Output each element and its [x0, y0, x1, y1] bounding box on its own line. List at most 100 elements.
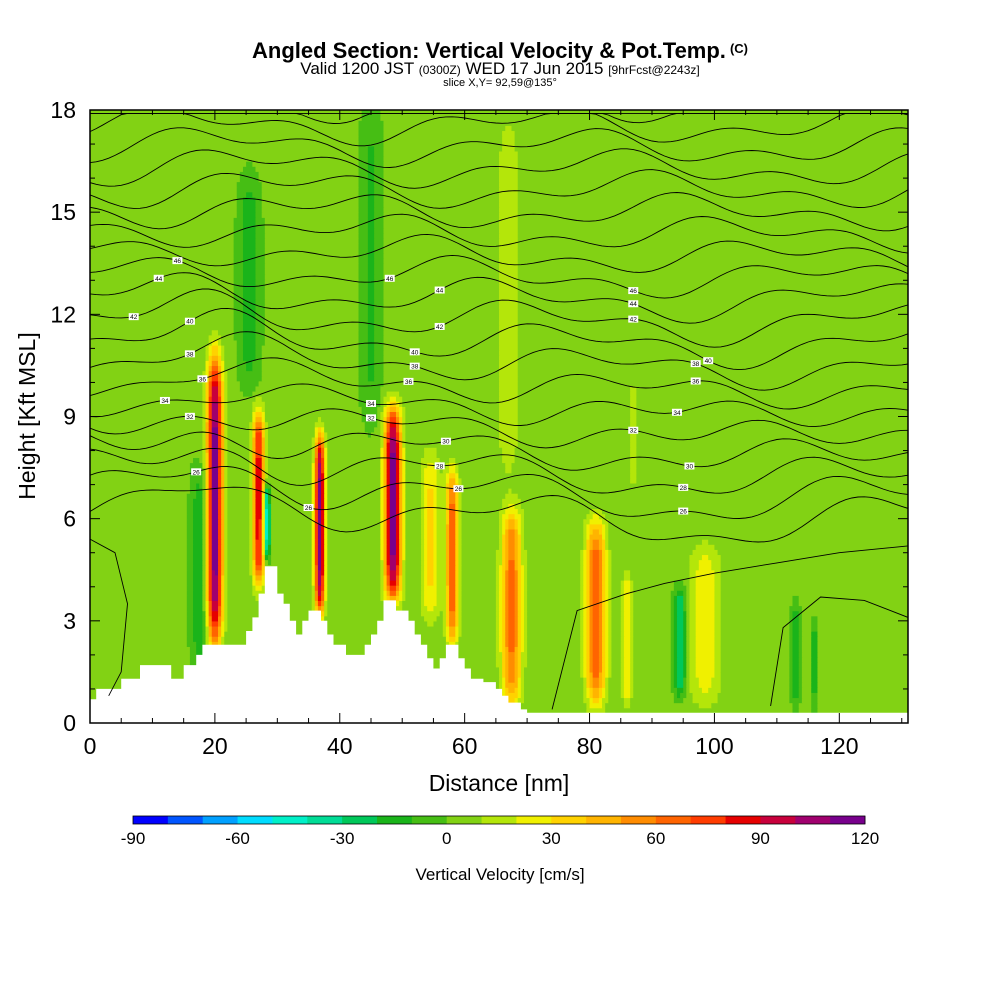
- velocity-cell: [90, 406, 203, 412]
- velocity-cell: [592, 651, 600, 658]
- contour-label: 46: [174, 258, 182, 265]
- velocity-cell: [817, 682, 908, 688]
- velocity-cell: [224, 493, 228, 499]
- velocity-cell: [514, 636, 519, 642]
- velocity-cell: [314, 554, 319, 561]
- velocity-cell: [586, 615, 591, 622]
- velocity-cell: [211, 579, 219, 586]
- velocity-cell: [205, 467, 210, 474]
- velocity-cell: [505, 590, 509, 596]
- velocity-cell: [271, 549, 313, 556]
- velocity-cell: [211, 431, 219, 438]
- velocity-cell: [499, 426, 519, 433]
- velocity-cell: [395, 518, 400, 525]
- velocity-cell: [499, 442, 519, 448]
- velocity-cell: [252, 401, 266, 407]
- velocity-cell: [499, 564, 503, 571]
- velocity-cell: [623, 585, 631, 591]
- velocity-cell: [386, 595, 391, 601]
- velocity-cell: [389, 503, 397, 510]
- velocity-cell: [517, 191, 908, 198]
- velocity-cell: [374, 365, 385, 372]
- velocity-cell: [789, 671, 794, 678]
- velocity-cell: [517, 207, 908, 213]
- velocity-cell: [314, 426, 319, 433]
- velocity-cell: [527, 636, 581, 642]
- velocity-cell: [499, 625, 503, 632]
- velocity-cell: [186, 549, 194, 556]
- velocity-cell: [461, 600, 497, 607]
- velocity-cell: [224, 523, 228, 530]
- velocity-cell: [218, 406, 222, 412]
- velocity-cell: [589, 625, 594, 632]
- velocity-cell: [242, 253, 257, 259]
- velocity-cell: [261, 416, 266, 423]
- velocity-cell: [405, 416, 500, 423]
- velocity-cell: [208, 610, 213, 617]
- velocity-cell: [90, 161, 247, 167]
- velocity-cell: [701, 554, 709, 561]
- velocity-cell: [586, 636, 591, 642]
- velocity-cell: [580, 564, 584, 571]
- velocity-cell: [193, 574, 203, 581]
- velocity-cell: [405, 569, 422, 576]
- velocity-cell: [523, 585, 528, 591]
- velocity-cell: [502, 615, 506, 622]
- velocity-cell: [420, 564, 425, 571]
- velocity-cell: [605, 620, 609, 627]
- velocity-cell: [670, 661, 675, 668]
- x-tick-label: 80: [577, 733, 603, 759]
- velocity-cell: [264, 334, 360, 341]
- velocity-cell: [227, 579, 253, 586]
- velocity-cell: [580, 651, 584, 658]
- velocity-cell: [523, 625, 528, 632]
- velocity-cell: [586, 610, 591, 617]
- velocity-cell: [202, 370, 207, 377]
- velocity-cell: [224, 574, 228, 581]
- velocity-cell: [499, 171, 519, 178]
- velocity-cell: [458, 498, 463, 504]
- velocity-cell: [218, 329, 235, 336]
- velocity-cell: [689, 615, 697, 622]
- velocity-cell: [508, 600, 516, 607]
- velocity-cell: [321, 513, 325, 520]
- velocity-cell: [405, 493, 422, 499]
- velocity-cell: [449, 590, 456, 596]
- velocity-cell: [630, 585, 634, 591]
- velocity-cell: [420, 467, 425, 474]
- velocity-cell: [402, 442, 406, 448]
- velocity-cell: [598, 564, 603, 571]
- velocity-cell: [402, 472, 406, 479]
- theta-contour-line: [90, 538, 128, 697]
- velocity-cell: [598, 528, 603, 535]
- velocity-cell: [242, 242, 257, 249]
- velocity-cell: [271, 482, 313, 489]
- velocity-cell: [586, 620, 591, 627]
- velocity-cell: [358, 278, 369, 285]
- velocity-cell: [399, 411, 403, 418]
- velocity-cell: [233, 324, 244, 331]
- velocity-cell: [589, 620, 594, 627]
- velocity-cell: [380, 477, 385, 484]
- velocity-cell: [683, 620, 687, 627]
- velocity-cell: [449, 513, 456, 520]
- velocity-cell: [499, 595, 503, 601]
- velocity-cell: [252, 161, 360, 167]
- velocity-cell: [202, 380, 207, 387]
- velocity-cell: [255, 447, 263, 453]
- velocity-cell: [424, 498, 428, 504]
- velocity-cell: [445, 554, 450, 561]
- velocity-cell: [455, 513, 460, 520]
- velocity-cell: [405, 579, 422, 586]
- velocity-cell: [683, 646, 687, 653]
- velocity-cell: [380, 590, 385, 596]
- velocity-cell: [358, 130, 385, 137]
- velocity-cell: [261, 344, 360, 351]
- velocity-cell: [218, 544, 222, 550]
- velocity-cell: [321, 482, 325, 489]
- velocity-cell: [264, 339, 360, 346]
- velocity-cell: [502, 518, 506, 525]
- velocity-cell: [261, 518, 266, 525]
- velocity-cell: [620, 600, 625, 607]
- velocity-cell: [233, 309, 244, 315]
